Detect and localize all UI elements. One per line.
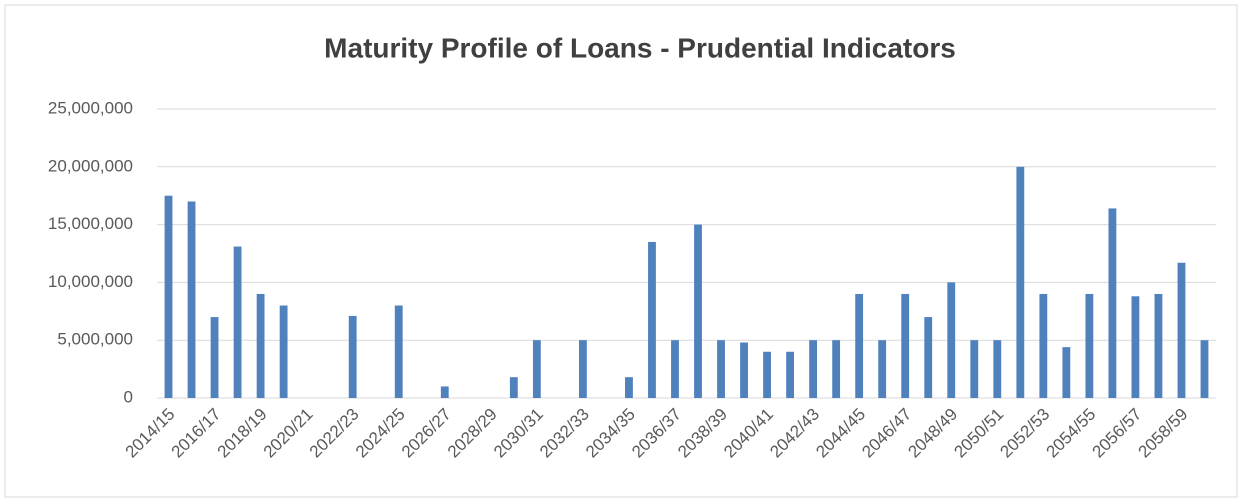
bar: [1131, 296, 1140, 398]
bar: [694, 224, 702, 398]
bar: [924, 317, 933, 398]
bar: [740, 342, 748, 398]
bar: [394, 305, 403, 398]
bar: [187, 201, 196, 398]
y-tick-label: 10,000,000: [48, 272, 133, 291]
bar: [440, 386, 449, 398]
bar: [855, 293, 864, 398]
bar: [993, 340, 1002, 398]
bar: [671, 340, 679, 398]
bar: [256, 293, 265, 398]
bar: [1085, 293, 1094, 398]
bar: [717, 340, 725, 398]
bar: [786, 351, 795, 398]
bar: [832, 340, 841, 398]
y-tick-label: 5,000,000: [57, 330, 133, 349]
bar: [578, 340, 587, 398]
bar: [509, 377, 518, 398]
bar: [233, 246, 242, 398]
bar: [1108, 208, 1117, 398]
bar: [532, 340, 541, 398]
bar: [970, 340, 979, 398]
bar: [763, 351, 771, 398]
bar: [1154, 293, 1163, 398]
y-tick-label: 0: [124, 387, 133, 406]
bar: [348, 315, 357, 398]
y-tick-label: 20,000,000: [48, 156, 133, 175]
bar: [1039, 293, 1048, 398]
bar: [1200, 340, 1209, 398]
bar: [878, 340, 887, 398]
bar: [1062, 347, 1071, 398]
bar: [901, 293, 910, 398]
bar: [210, 317, 219, 398]
bar: [1177, 262, 1186, 398]
bar: [1016, 166, 1025, 398]
chart-title: Maturity Profile of Loans - Prudential I…: [324, 32, 956, 63]
y-tick-label: 15,000,000: [48, 214, 133, 233]
bar: [648, 241, 656, 398]
bar: [947, 282, 956, 398]
bar: [809, 340, 818, 398]
bar: [625, 377, 633, 398]
bar: [279, 305, 288, 398]
y-tick-label: 25,000,000: [48, 98, 133, 117]
chart-border: [4, 4, 1238, 498]
bar: [164, 195, 173, 398]
